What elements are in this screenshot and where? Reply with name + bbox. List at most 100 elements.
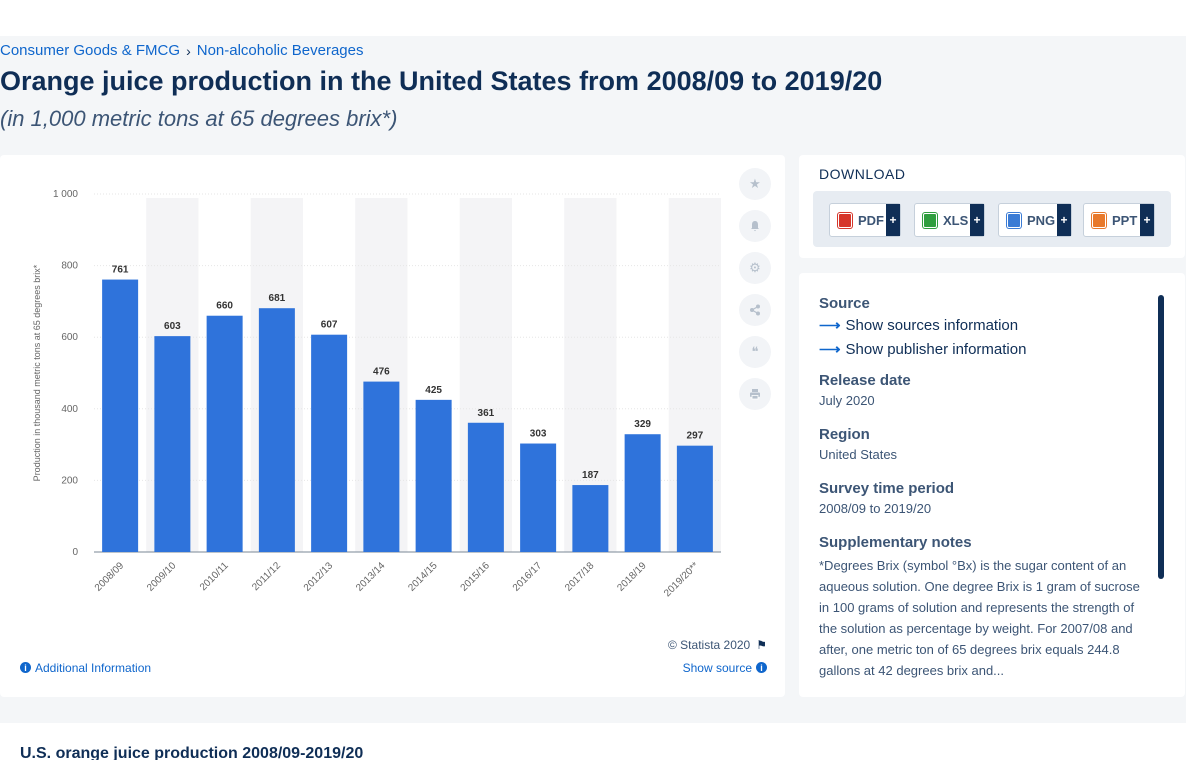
x-tick-label: 2013/14 [354, 560, 388, 594]
copyright-text: © Statista 2020 [668, 638, 751, 652]
additional-information-label: Additional Information [35, 661, 152, 675]
survey-period-heading: Survey time period [819, 480, 955, 497]
bar [258, 308, 295, 552]
region-value: United States [819, 447, 898, 462]
show-publisher-label: Show publisher information [845, 340, 1027, 358]
data-label: 361 [478, 408, 495, 419]
release-date-value: July 2020 [819, 393, 875, 408]
show-source-link[interactable]: Show source i [683, 661, 767, 675]
bar [206, 315, 243, 552]
download-xls-button[interactable]: XLS + [914, 203, 985, 237]
show-sources-label: Show sources information [845, 316, 1019, 334]
download-tray: PDF + XLS + PNG + PPT + [813, 191, 1171, 247]
data-label: 297 [687, 431, 704, 442]
page-subtitle: (in 1,000 metric tons at 65 degrees brix… [0, 106, 398, 131]
download-ppt-button[interactable]: PPT + [1083, 203, 1155, 237]
release-date-heading: Release date [819, 372, 911, 389]
download-png-label: PNG [1027, 212, 1056, 228]
x-tick-label: 2008/09 [93, 560, 127, 594]
download-pdf-label: PDF [858, 212, 884, 228]
data-label: 761 [112, 265, 129, 276]
arrow-right-icon: ⟶ [819, 341, 841, 358]
y-axis-label: Production in thousand metric tons at 65… [32, 264, 42, 481]
download-ppt-label: PPT [1112, 212, 1138, 228]
related-statistic-card: U.S. orange juice production 2008/09-201… [0, 723, 1186, 760]
download-card: DOWNLOAD PDF + XLS + PNG + PPT + [799, 155, 1185, 258]
y-tick-label: 0 [72, 547, 78, 558]
data-label: 329 [634, 419, 651, 430]
plus-icon: + [1140, 204, 1154, 236]
gear-icon[interactable]: ⚙ [739, 252, 771, 284]
additional-information-link[interactable]: i Additional Information [20, 661, 151, 675]
bar [676, 445, 713, 552]
plus-icon: + [1057, 204, 1071, 236]
share-icon[interactable] [739, 294, 771, 326]
data-label: 660 [216, 301, 233, 312]
info-icon: i [756, 662, 767, 673]
y-tick-label: 1 000 [53, 189, 78, 200]
y-tick-label: 200 [61, 475, 78, 486]
related-statistic-heading: U.S. orange juice production 2008/09-201… [20, 745, 364, 760]
x-tick-label: 2012/13 [302, 560, 336, 594]
metadata-scrollbar[interactable] [1158, 295, 1164, 579]
x-tick-label: 2010/11 [198, 560, 231, 593]
bar [363, 381, 400, 552]
bar-chart: 0 200 400 600 800 1 000 Production in thousand… [32, 189, 721, 599]
data-label: 425 [425, 385, 442, 396]
source-heading: Source [819, 295, 870, 312]
data-label: 303 [530, 429, 547, 440]
metadata-card: Source ⟶ Show sources information ⟶ Show… [799, 273, 1185, 697]
data-label: 607 [321, 320, 338, 331]
download-xls-label: XLS [943, 212, 969, 228]
copyright: © Statista 2020 ⚑ [668, 638, 767, 652]
page-title: Orange juice production in the United St… [0, 66, 883, 96]
data-label: 603 [164, 321, 181, 332]
info-icon: i [20, 662, 31, 673]
bar [467, 422, 504, 552]
pdf-file-icon [838, 212, 852, 228]
show-sources-link[interactable]: ⟶ Show sources information [819, 316, 1149, 335]
download-png-button[interactable]: PNG + [998, 203, 1072, 237]
top-strip [0, 0, 1186, 36]
breadcrumb-separator: › [186, 42, 191, 59]
metadata-scroll-area[interactable]: Source ⟶ Show sources information ⟶ Show… [819, 295, 1149, 679]
breadcrumb-item-non-alcoholic-beverages[interactable]: Non-alcoholic Beverages [196, 42, 364, 59]
y-tick-label: 400 [61, 404, 78, 415]
bar [520, 443, 557, 552]
x-tick-label: 2017/18 [563, 560, 597, 594]
supplementary-notes-text: *Degrees Brix (symbol °Bx) is the sugar … [819, 558, 1140, 678]
x-tick-label: 2016/17 [511, 560, 545, 594]
download-heading: DOWNLOAD [819, 166, 906, 182]
x-tick-label: 2009/10 [145, 560, 179, 594]
bar [572, 485, 609, 552]
bell-icon[interactable] [739, 210, 771, 242]
plus-icon: + [886, 204, 900, 236]
data-label: 187 [582, 470, 599, 481]
flag-icon[interactable]: ⚑ [756, 638, 767, 652]
data-label: 681 [269, 293, 286, 304]
chart-card: 0 200 400 600 800 1 000 Production in thousand… [0, 155, 785, 697]
show-source-label: Show source [682, 661, 752, 675]
bar [102, 279, 139, 552]
bar [311, 334, 348, 552]
plus-icon: + [970, 204, 984, 236]
ppt-file-icon [1092, 212, 1106, 228]
bar [624, 434, 661, 552]
bar [415, 399, 452, 552]
print-icon[interactable] [739, 378, 771, 410]
download-pdf-button[interactable]: PDF + [829, 203, 901, 237]
x-tick-label: 2011/12 [250, 560, 283, 593]
bar [154, 336, 191, 552]
x-tick-label: 2014/15 [406, 560, 440, 594]
survey-period-value: 2008/09 to 2019/20 [819, 501, 932, 516]
x-tick-label: 2018/19 [615, 560, 649, 594]
arrow-right-icon: ⟶ [819, 317, 841, 334]
breadcrumb-item-consumer-goods[interactable]: Consumer Goods & FMCG [0, 42, 181, 59]
star-icon[interactable]: ★ [739, 168, 771, 200]
y-tick-label: 600 [61, 332, 78, 343]
supplementary-notes-heading: Supplementary notes [819, 534, 972, 551]
png-file-icon [1007, 212, 1021, 228]
quote-icon[interactable]: ❝ [739, 336, 771, 368]
x-tick-label: 2015/16 [459, 560, 493, 594]
show-publisher-link[interactable]: ⟶ Show publisher information [819, 340, 1149, 359]
